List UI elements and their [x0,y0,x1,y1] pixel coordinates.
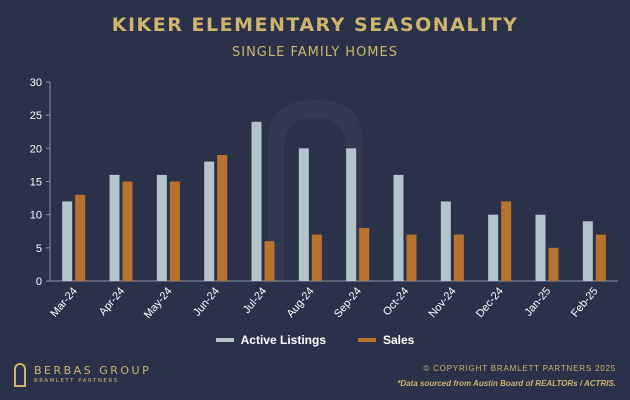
bar-active-listings-may-24 [156,174,167,281]
y-tick-label: 5 [36,243,42,255]
bar-active-listings-jun-24 [204,161,215,281]
bar-sales-nov-24 [453,234,464,281]
y-tick-label: 10 [30,210,42,222]
bar-active-listings-jul-24 [251,121,262,281]
brand-block: BERBAS GROUP BRAMLETT PARTNERS [14,363,151,387]
y-tick-label: 20 [30,143,42,155]
bar-sales-jun-24 [217,154,228,281]
x-tick-label: Jan-25 [522,285,553,318]
chart-title: KIKER ELEMENTARY SEASONALITY [111,14,519,36]
x-axis: Mar-24 Apr-24 May-24 Jun-24 Jul-24 Aug-24 Sep-… [48,280,618,321]
bar-active-listings-sep-24 [346,148,357,281]
y-tick-label: 30 [30,77,42,89]
x-tick-label: Aug-24 [285,285,317,320]
chart-subtitle: SINGLE FAMILY HOMES [232,45,398,60]
legend-swatch-sales [358,338,376,342]
x-tick-label: Apr-24 [97,285,127,318]
y-tick-label: 0 [36,276,42,288]
brand-logo-icon [14,363,26,387]
legend-swatch-active-listings [215,338,234,342]
y-tick-label: 25 [30,110,42,122]
bar-active-listings-apr-24 [109,174,120,281]
bar-sales-feb-25 [595,234,606,281]
bar-sales-jan-25 [548,247,559,281]
bar-active-listings-dec-24 [488,214,499,281]
bar-active-listings-jan-25 [535,214,546,281]
bars [62,121,606,281]
bar-active-listings-nov-24 [440,201,451,281]
y-tick-label: 15 [30,177,42,189]
source-note: *Data sourced from Austin Board of REALT… [397,379,616,388]
brand-subname: BRAMLETT PARTNERS [34,378,119,384]
bar-sales-apr-24 [122,181,133,281]
bar-sales-sep-24 [359,227,370,281]
x-tick-label: Nov-24 [427,285,459,320]
bar-sales-dec-24 [501,201,512,281]
bar-active-listings-oct-24 [393,174,404,281]
x-tick-label: Oct-24 [381,285,411,318]
bar-sales-may-24 [169,181,180,281]
bar-sales-mar-24 [75,194,86,281]
legend-item-sales: Sales [358,333,414,347]
bar-sales-oct-24 [406,234,417,281]
brand-name: BERBAS GROUP [34,364,152,377]
x-tick-label: Jun-24 [191,285,222,318]
bar-sales-jul-24 [264,241,275,281]
x-tick-label: May-24 [142,285,175,321]
x-tick-label: Jul-24 [241,285,269,316]
x-tick-label: Feb-25 [569,285,601,319]
x-tick-label: Dec-24 [474,285,506,320]
y-axis: 0 5 10 15 20 25 30 [30,77,51,288]
legend: Active Listings Sales [0,333,630,347]
x-tick-label: Mar-24 [48,285,80,319]
bar-active-listings-mar-24 [62,201,73,281]
legend-label-active-listings: Active Listings [240,333,326,347]
bar-active-listings-aug-24 [298,148,309,281]
bar-active-listings-feb-25 [582,221,593,281]
bar-sales-aug-24 [311,234,322,281]
x-tick-label: Sep-24 [332,285,364,320]
copyright-text: © COPYRIGHT BRAMLETT PARTNERS 2025 [423,364,616,373]
legend-label-sales: Sales [383,333,415,347]
legend-item-active-listings: Active Listings [215,333,326,347]
